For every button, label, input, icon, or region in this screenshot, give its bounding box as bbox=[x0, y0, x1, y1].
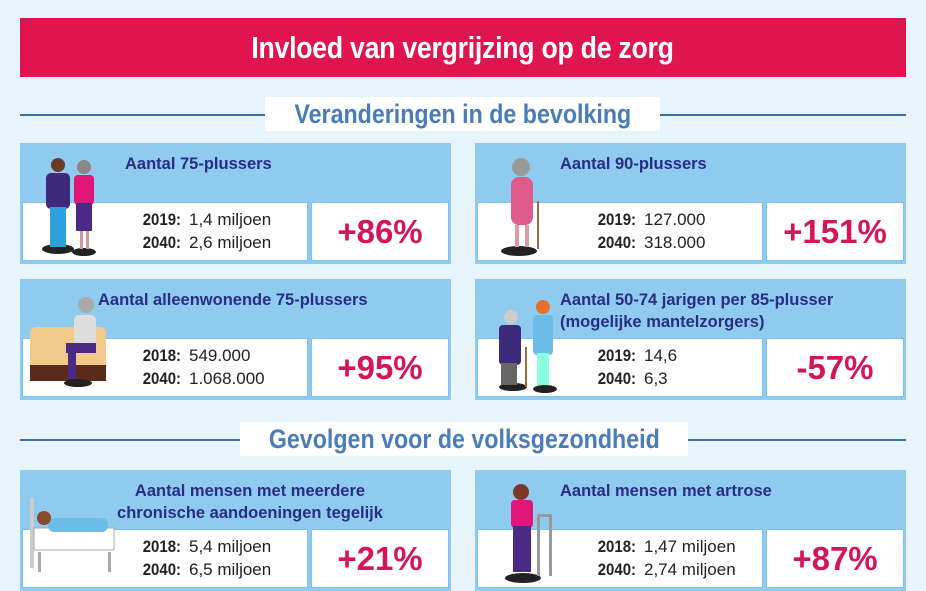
value: 2,74 miljoen bbox=[644, 560, 736, 579]
value-row: 2040: 6,3 bbox=[576, 368, 668, 390]
value: 1,4 miljoen bbox=[189, 210, 272, 229]
change-percentage: +151% bbox=[766, 202, 904, 261]
year-label: 2019: bbox=[597, 210, 636, 229]
section-title: Gevolgen voor de volksgezondheid bbox=[268, 423, 660, 454]
page-title: Invloed van vergrijzing op de zorg bbox=[251, 29, 675, 65]
elderly-couple-icon bbox=[42, 158, 96, 256]
card-title-line: chronische aandoeningen tegelijk bbox=[117, 504, 383, 522]
card-title-line: Aantal mensen met artrose bbox=[560, 482, 772, 500]
section-header-population: Veranderingen in de bevolking bbox=[20, 97, 906, 131]
value-row: 2040: 2,74 miljoen bbox=[576, 559, 736, 581]
value-row: 2019: 127.000 bbox=[576, 209, 706, 231]
value-row: 2018: 549.000 bbox=[121, 345, 251, 367]
elderly-woman-cane-icon bbox=[501, 158, 539, 256]
value: 127.000 bbox=[644, 210, 706, 229]
year-label: 2018: bbox=[142, 537, 181, 556]
year-label: 2018: bbox=[142, 346, 181, 365]
walker-icon bbox=[505, 484, 552, 583]
values-box: 2019: 1,4 miljoen 2040: 2,6 miljoen bbox=[22, 202, 308, 261]
year-label: 2040: bbox=[597, 233, 636, 252]
card-title: Aantal mensen met meerdere chronische aan… bbox=[80, 480, 420, 524]
year-label: 2040: bbox=[597, 560, 636, 579]
stat-card: 2018: 549.000 2040: 1.068.000 +95% Aantal … bbox=[20, 279, 451, 400]
card-title: Aantal alleenwonende 75-plussers bbox=[98, 289, 368, 311]
card-title: Aantal 90-plussers bbox=[560, 153, 707, 175]
year-label: 2040: bbox=[142, 560, 181, 579]
card-title-line: (mogelijke mantelzorgers) bbox=[560, 313, 765, 331]
value-row: 2018: 1,47 miljoen bbox=[576, 536, 736, 558]
card-title: Aantal 75-plussers bbox=[125, 153, 272, 175]
value-row: 2040: 318.000 bbox=[576, 232, 706, 254]
value-row: 2019: 14,6 bbox=[576, 345, 677, 367]
value-row: 2040: 1.068.000 bbox=[121, 368, 265, 390]
value: 318.000 bbox=[644, 233, 706, 252]
stat-card: 2019: 14,6 2040: 6,3 -57% Aantal 50-74 jar… bbox=[475, 279, 906, 400]
year-label: 2019: bbox=[597, 346, 636, 365]
change-percentage: +95% bbox=[311, 338, 449, 397]
card-title-line: Aantal 50-74 jarigen per 85-plusser bbox=[560, 291, 834, 309]
year-label: 2040: bbox=[142, 233, 181, 252]
year-label: 2040: bbox=[597, 369, 636, 388]
card-title-line: Aantal 90-plussers bbox=[560, 155, 707, 173]
elderly-on-sofa-icon bbox=[30, 297, 106, 387]
value-row: 2018: 5,4 miljoen bbox=[121, 536, 271, 558]
section-header-health: Gevolgen voor de volksgezondheid bbox=[20, 422, 906, 456]
value-row: 2040: 6,5 miljoen bbox=[121, 559, 271, 581]
value: 5,4 miljoen bbox=[189, 537, 272, 556]
value: 14,6 bbox=[644, 346, 678, 365]
value-row: 2040: 2,6 miljoen bbox=[121, 232, 271, 254]
value: 549.000 bbox=[189, 346, 251, 365]
change-percentage: +21% bbox=[311, 529, 449, 588]
value: 6,5 miljoen bbox=[189, 560, 272, 579]
stat-card: 2018: 1,47 miljoen 2040: 2,74 miljoen +87%… bbox=[475, 470, 906, 591]
title-banner: Invloed van vergrijzing op de zorg bbox=[20, 18, 906, 77]
card-title: Aantal 50-74 jarigen per 85-plusser (moge… bbox=[560, 289, 833, 333]
card-title-line: Aantal 75-plussers bbox=[125, 155, 272, 173]
change-percentage: +87% bbox=[766, 529, 904, 588]
value: 6,3 bbox=[644, 369, 668, 388]
stat-card: 2019: 127.000 2040: 318.000 +151% Aantal 9… bbox=[475, 143, 906, 264]
value-row: 2019: 1,4 miljoen bbox=[121, 209, 271, 231]
year-label: 2018: bbox=[597, 537, 636, 556]
change-percentage: -57% bbox=[766, 338, 904, 397]
value: 1,47 miljoen bbox=[644, 537, 736, 556]
section-title: Veranderingen in de bevolking bbox=[294, 98, 631, 129]
stat-card: 2018: 5,4 miljoen 2040: 6,5 miljoen +21% A… bbox=[20, 470, 451, 591]
card-title-line: Aantal mensen met meerdere bbox=[134, 482, 366, 500]
caregiver-icon bbox=[499, 300, 557, 393]
value: 2,6 miljoen bbox=[189, 233, 272, 252]
year-label: 2040: bbox=[142, 369, 181, 388]
change-percentage: +86% bbox=[311, 202, 449, 261]
hospital-bed-icon bbox=[30, 498, 115, 572]
year-label: 2019: bbox=[142, 210, 181, 229]
value: 1.068.000 bbox=[189, 369, 265, 388]
stat-card: 2019: 1,4 miljoen 2040: 2,6 miljoen +86% A… bbox=[20, 143, 451, 264]
card-title-line: Aantal alleenwonende 75-plussers bbox=[98, 291, 368, 309]
card-title: Aantal mensen met artrose bbox=[560, 480, 772, 502]
